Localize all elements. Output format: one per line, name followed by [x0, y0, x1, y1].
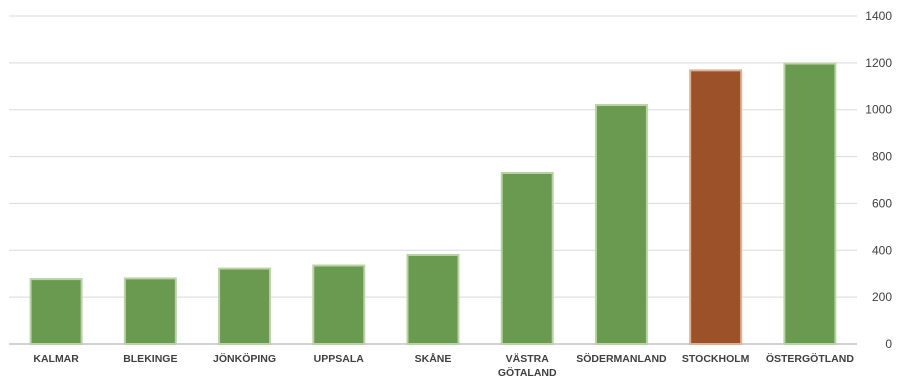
bars	[29, 62, 837, 346]
bar	[29, 278, 83, 345]
x-tick-label: SÖDERMANLAND	[576, 352, 667, 365]
y-tick-label: 400	[872, 243, 892, 257]
y-tick-label: 1400	[865, 9, 892, 23]
x-tick-label: BLEKINGE	[123, 353, 177, 365]
x-tick-label: STOCKHOLM	[682, 353, 750, 365]
bar	[406, 253, 460, 346]
bar	[123, 277, 177, 345]
bar	[689, 69, 743, 346]
x-tick-label: UPPSALA	[314, 353, 365, 365]
x-tick-label: GÖTALAND	[498, 366, 557, 379]
bar	[594, 104, 648, 346]
x-tick-label: SKÅNE	[415, 352, 452, 365]
y-tick-label: 800	[872, 150, 892, 164]
x-tick-label: ÖSTERGÖTLAND	[766, 352, 854, 365]
x-tick-label: JÖNKÖPING	[213, 352, 276, 365]
y-tick-label: 600	[872, 196, 892, 210]
bar	[218, 267, 272, 345]
x-tick-label: KALMAR	[33, 353, 79, 365]
y-tick-label: 1000	[865, 103, 892, 117]
y-tick-label: 1200	[865, 56, 892, 70]
y-tick-label: 0	[885, 337, 892, 351]
x-tick-label: VÄSTRA	[506, 352, 550, 365]
y-axis-ticks: 0 200 400 600 800 1000 1200 1400	[865, 9, 892, 351]
y-tick-label: 200	[872, 290, 892, 304]
bar	[783, 62, 837, 346]
bar	[312, 264, 366, 345]
bar	[500, 171, 554, 345]
x-axis-ticks: KALMAR BLEKINGE JÖNKÖPING UPPSALA SKÅNE VÄSTR…	[33, 352, 854, 379]
